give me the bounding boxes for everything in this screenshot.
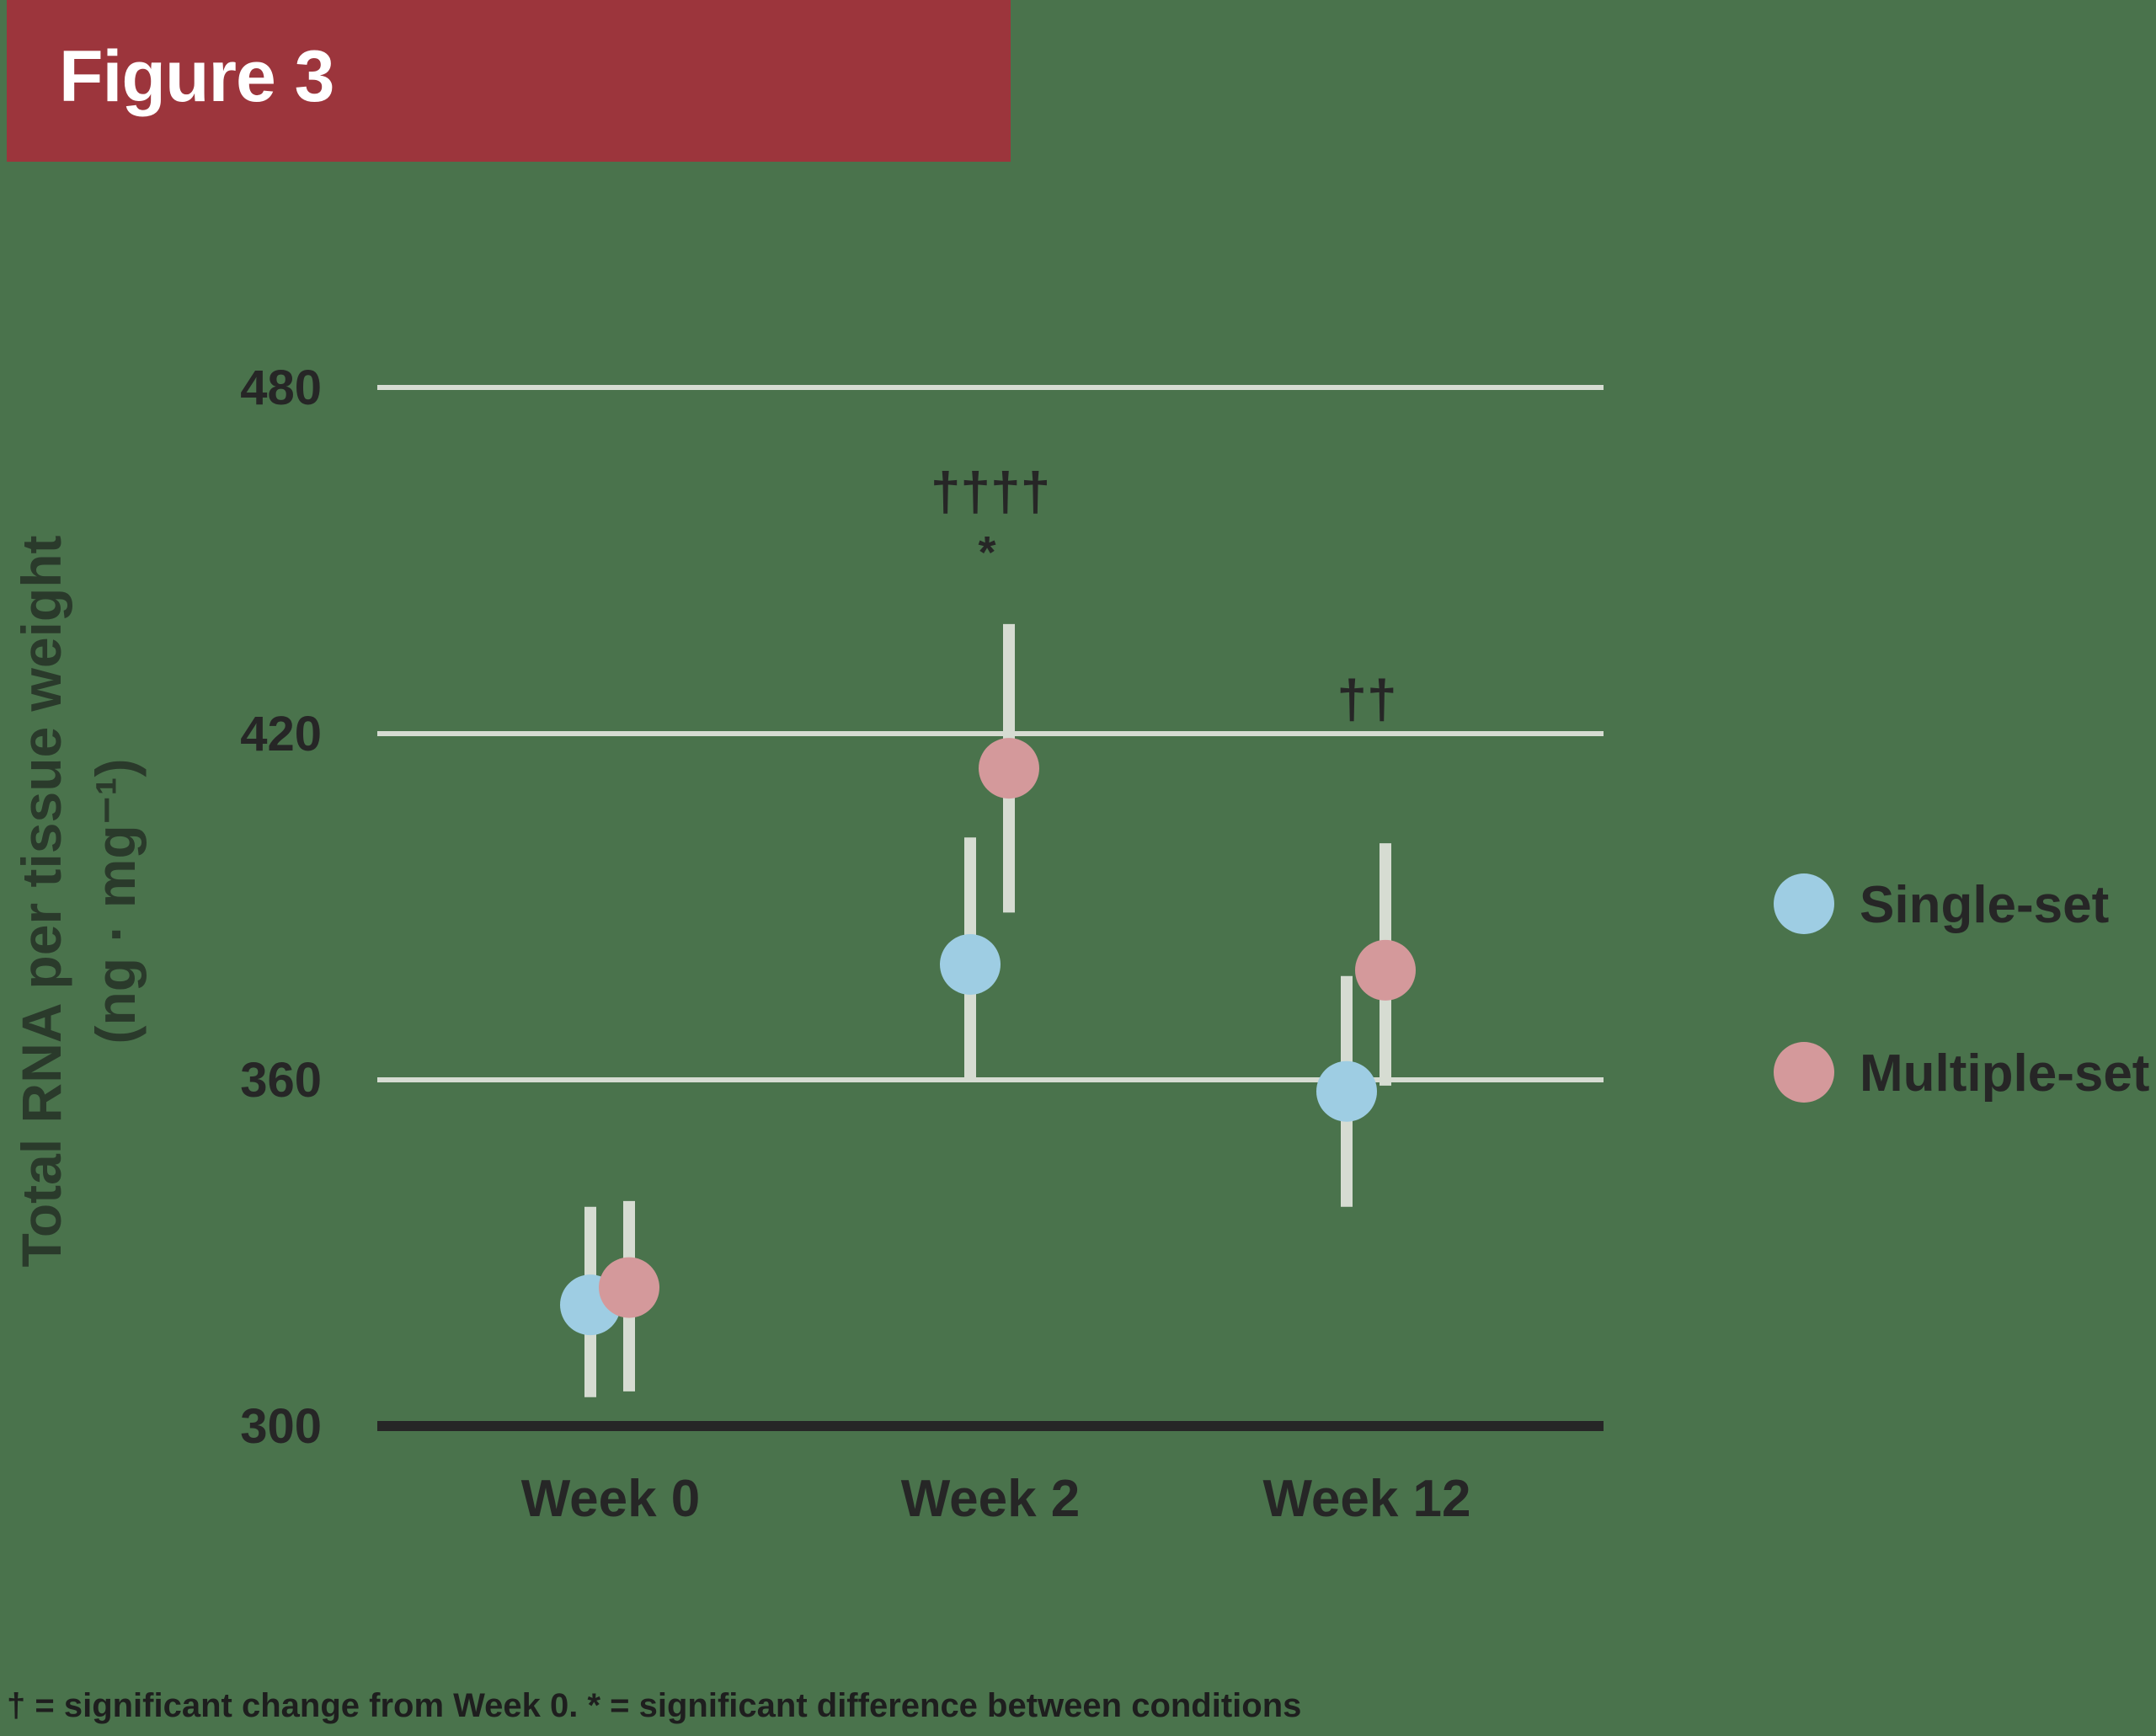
legend-label-single-set: Single-set	[1860, 876, 2109, 934]
y-tick-label-480: 480	[240, 361, 322, 415]
significance-markers: †††† * ††	[931, 461, 1397, 729]
data-point-single-set-1	[940, 934, 1001, 995]
data-point-multiple-set-1	[979, 738, 1039, 799]
x-tick-label-week-12: Week 12	[1262, 1470, 1470, 1528]
y-tick-label-360: 360	[240, 1053, 322, 1108]
significance-marker-2: ††	[1337, 669, 1396, 729]
y-axis-title-text: Total RNA per tissue weight	[10, 535, 72, 1267]
figure-title: Figure 3	[59, 36, 335, 117]
legend-marker-single-set	[1774, 873, 1834, 934]
y-axis: 300 360 420 480	[240, 361, 322, 1454]
figure-banner: Figure 3	[7, 0, 1011, 162]
error-bars	[584, 623, 1391, 1397]
data-point-multiple-set-0	[599, 1257, 659, 1318]
data-points	[560, 738, 1416, 1336]
y-tick-label-300: 300	[240, 1399, 322, 1454]
data-point-single-set-2	[1316, 1060, 1377, 1122]
legend-marker-multiple-set	[1774, 1042, 1834, 1103]
y-axis-units: (ng · mg⁻¹)	[84, 758, 147, 1044]
y-axis-title: Total RNA per tissue weight (ng · mg⁻¹)	[10, 535, 147, 1267]
x-axis: Week 0 Week 2 Week 12	[521, 1470, 1471, 1528]
y-tick-label-420: 420	[240, 707, 322, 761]
data-point-multiple-set-2	[1355, 939, 1416, 1001]
x-tick-label-week-2: Week 2	[901, 1470, 1081, 1528]
x-tick-label-week-0: Week 0	[521, 1470, 701, 1528]
footnote: † = significant change from Week 0. * = …	[7, 1687, 1302, 1724]
significance-marker-0: ††††	[931, 461, 1050, 521]
legend-label-multiple-set: Multiple-set	[1860, 1044, 2149, 1103]
chart-gridlines	[377, 385, 1604, 1431]
significance-marker-1: *	[978, 527, 995, 578]
legend: Single-set Multiple-set	[1774, 873, 2149, 1103]
